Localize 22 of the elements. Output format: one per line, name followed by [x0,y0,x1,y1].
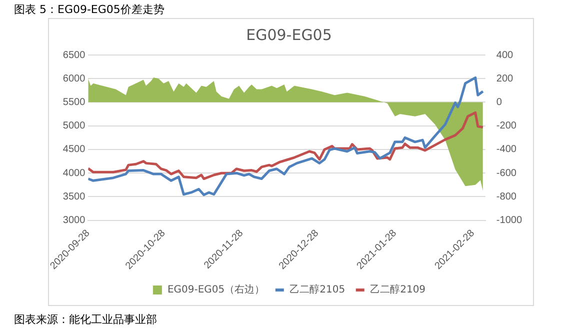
y-tick-label: 3500 [62,191,86,202]
y2-tick-label: -600 [496,168,517,179]
y-tick-label: 5500 [62,96,86,108]
legend-label: EG09-EG05（右边） [167,284,265,296]
y2-tick-label: -1000 [496,215,522,226]
legend-label: 乙二醇2105 [290,284,346,296]
y-tick-label: 3000 [62,215,86,226]
y2-tick-label: 200 [496,73,514,84]
y2-tick-label: -400 [496,144,517,156]
chart-subtitle: EG09-EG05 [246,26,332,44]
y2-tick-label: -200 [496,120,517,132]
chart-title: 图表 5：EG09-EG05价差走势 [14,2,164,17]
y2-tick-label: -800 [496,191,517,202]
y2-tick-label: 0 [496,96,502,108]
y-tick-label: 6000 [62,73,86,84]
y-tick-label: 4500 [62,144,86,156]
y-tick-label: 5000 [62,120,86,132]
text: 图表来源：能化工业品事业部 [14,312,157,327]
y2-tick-label: 400 [496,50,514,61]
y-tick-label: 4000 [62,168,86,179]
y-tick-label: 6500 [62,50,86,61]
legend-label: 乙二醇2109 [370,284,426,296]
